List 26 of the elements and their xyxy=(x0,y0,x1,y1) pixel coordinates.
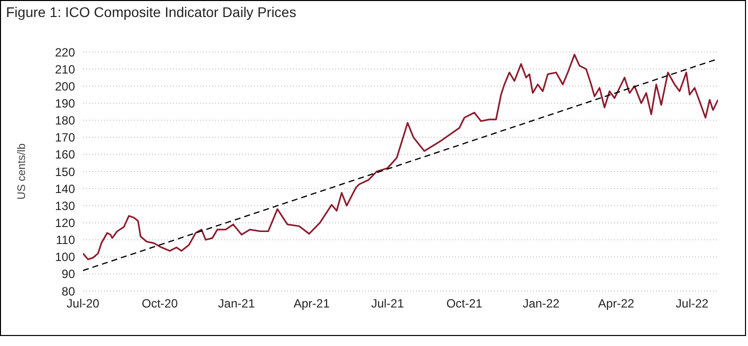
x-tick-label: Oct-20 xyxy=(142,296,178,311)
y-tick-label: 120 xyxy=(54,216,76,230)
x-tick-label: Jan-21 xyxy=(218,296,256,311)
y-tick-label: 150 xyxy=(54,164,76,179)
x-tick-label: Jul-21 xyxy=(371,296,404,311)
x-tick-label: Oct-21 xyxy=(446,296,483,311)
chart-title: Figure 1: ICO Composite Indicator Daily Prices xyxy=(6,4,296,20)
y-tick-label: 90 xyxy=(62,267,76,282)
y-tick-label: 220 xyxy=(54,45,76,60)
y-tick-label: 140 xyxy=(54,182,76,196)
y-tick-label: 180 xyxy=(54,114,76,128)
y-tick-label: 200 xyxy=(54,79,76,94)
x-tick-label: Jul-20 xyxy=(66,296,100,311)
x-tick-label: Apr-21 xyxy=(294,296,330,311)
y-tick-label: 80 xyxy=(62,284,76,298)
x-tick-label: Apr-22 xyxy=(598,296,635,311)
y-tick-label: 160 xyxy=(54,148,76,162)
y-tick-label: 110 xyxy=(56,233,76,248)
y-tick-label: 170 xyxy=(54,130,76,145)
y-tick-label: 210 xyxy=(54,62,76,76)
y-axis-title: US cents/lb xyxy=(16,143,28,200)
y-tick-label: 130 xyxy=(54,198,76,213)
y-tick-label: 190 xyxy=(54,96,76,110)
x-tick-label: Jul-22 xyxy=(676,296,709,311)
y-tick-label: 100 xyxy=(54,250,76,264)
x-tick-label: Jan-22 xyxy=(522,296,560,311)
